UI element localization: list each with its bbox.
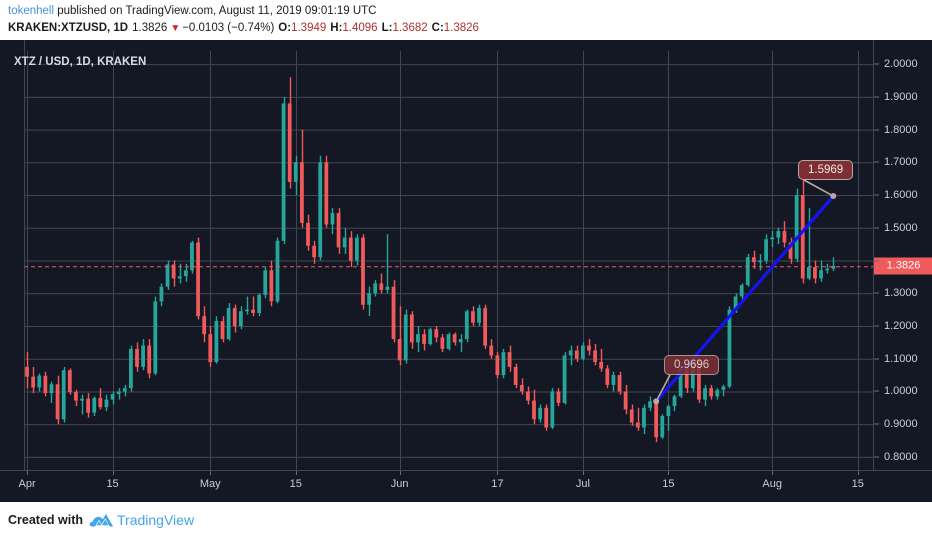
price-axis-tick (874, 161, 879, 163)
price-axis-tick (874, 260, 879, 261)
publication-meta: published on TradingView.com, August 11,… (54, 5, 377, 17)
created-with-label: Created with (8, 512, 84, 527)
price-axis-label: 2.0000 (884, 58, 918, 71)
price-axis-tick (874, 456, 879, 458)
price-down-arrow-icon: ▼ (170, 23, 181, 34)
high-key: H: (330, 22, 343, 34)
price-axis-tick (874, 325, 879, 327)
publication-line: tokenhell published on TradingView.com, … (8, 4, 932, 19)
high-value: 1.4096 (342, 22, 378, 34)
time-axis-tick (858, 471, 859, 475)
time-axis-tick (497, 471, 498, 475)
candlestick-chart[interactable]: XTZ / USD, 1D, KRAKEN 1.3826 2.0000 1.900… (0, 40, 932, 503)
price-axis-label: 0.9000 (884, 418, 918, 431)
price-axis-tick (874, 292, 879, 294)
time-axis-tick (210, 471, 211, 475)
price-axis-label: 1.0000 (884, 385, 918, 398)
open-value: 1.3949 (291, 22, 327, 34)
trendline-low-label[interactable]: 0.9696 (664, 355, 720, 375)
screenshot-header: tokenhell published on TradingView.com, … (0, 0, 932, 40)
price-axis-label: 1.5000 (884, 221, 918, 234)
price-axis-label: 0.8000 (884, 450, 918, 463)
quote-line: KRAKEN:XTZUSD, 1D 1.3826 ▼ −0.0103 (−0.74%)… (8, 20, 932, 37)
time-axis-tick (27, 471, 28, 475)
price-axis[interactable]: 1.3826 2.0000 1.9000 1.8000 1.7000 1.6000 1.5… (873, 40, 932, 502)
price-change: −0.0103 (−0.74%) (182, 22, 275, 34)
time-axis-tick (583, 471, 584, 475)
price-axis-tick (874, 129, 879, 131)
price-axis-label: 1.2000 (884, 319, 918, 332)
price-axis-tick (874, 358, 879, 360)
last-price: 1.3826 (132, 22, 168, 34)
price-axis-label: 1.6000 (884, 189, 918, 202)
price-axis-label: 1.1000 (884, 352, 918, 365)
close-key: C: (431, 22, 444, 34)
price-axis-tick (874, 194, 879, 196)
symbol-label: KRAKEN:XTZUSD, 1D (8, 22, 129, 34)
time-axis[interactable]: Apr 15 May 15 Jun 17 Jul 15 Aug 15 (0, 470, 932, 503)
current-price-tag: 1.3826 (874, 257, 932, 275)
time-axis-label: Aug (762, 478, 783, 490)
time-axis-label: 17 (491, 478, 504, 490)
time-axis-tick (668, 471, 669, 475)
price-axis-tick (874, 423, 879, 425)
chart-legend: XTZ / USD, 1D, KRAKEN (14, 56, 147, 68)
price-axis-label: 1.9000 (884, 90, 918, 103)
low-value: 1.3682 (392, 22, 428, 34)
close-value: 1.3826 (443, 22, 479, 34)
time-axis-tick (113, 471, 114, 475)
time-axis-label: 15 (289, 478, 302, 490)
price-axis-label: 1.3000 (884, 287, 918, 300)
time-axis-tick (400, 471, 401, 475)
chart-plot-area[interactable] (24, 51, 873, 506)
time-axis-label: May (199, 478, 221, 490)
trendline-high-label[interactable]: 1.5969 (798, 160, 854, 180)
price-axis-tick (874, 96, 879, 98)
tradingview-logo-icon (89, 510, 115, 530)
time-axis-label: Jul (575, 478, 590, 490)
time-axis-label: 15 (662, 478, 675, 490)
time-axis-label: 15 (851, 478, 864, 490)
time-axis-tick (296, 471, 297, 475)
open-key: O: (278, 22, 292, 34)
time-axis-label: Apr (18, 478, 36, 490)
price-axis-tick (874, 227, 879, 229)
price-axis-label: 1.8000 (884, 123, 918, 136)
chart-canvas (24, 51, 873, 470)
time-axis-label: Jun (390, 478, 409, 490)
time-axis-tick (772, 471, 773, 475)
price-axis-tick (874, 63, 879, 65)
low-key: L: (381, 22, 393, 34)
price-axis-tick (874, 390, 879, 392)
time-axis-label: 15 (106, 478, 119, 490)
author-name: tokenhell (8, 5, 55, 17)
plot-left-border (24, 40, 25, 502)
tradingview-brand-label: TradingView (117, 511, 195, 528)
screenshot-footer: Created with TradingView (0, 502, 932, 537)
price-axis-label: 1.7000 (884, 156, 918, 169)
